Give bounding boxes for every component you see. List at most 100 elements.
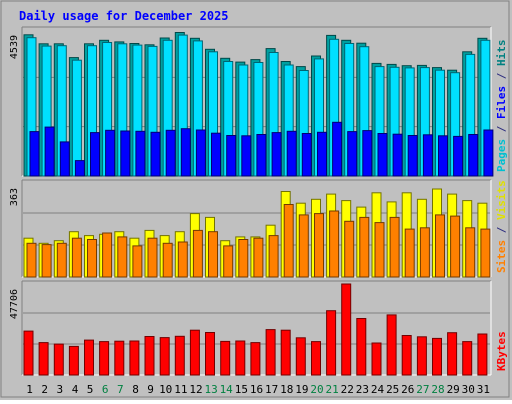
bar-sites-day-23 bbox=[359, 216, 370, 278]
bar-pages-day-10 bbox=[165, 129, 176, 177]
bar-sites-day-3 bbox=[56, 242, 67, 278]
bar-sites-day-30 bbox=[465, 227, 476, 278]
panel-series-label-part: Pages bbox=[495, 139, 508, 172]
x-tick-label-day-26: 26 bbox=[401, 383, 414, 396]
x-tick-label-day-11: 11 bbox=[174, 383, 187, 396]
bar-sites-day-18 bbox=[283, 204, 294, 278]
x-tick-label-day-22: 22 bbox=[341, 383, 354, 396]
bar-kbytes-day-1 bbox=[23, 330, 34, 376]
bar-pages-day-13 bbox=[211, 132, 221, 177]
bar-pages-day-11 bbox=[180, 128, 191, 177]
bar-pages-day-28 bbox=[438, 135, 448, 177]
x-tick-label-day-3: 3 bbox=[56, 383, 63, 396]
bar-kbytes-day-14 bbox=[220, 340, 231, 376]
x-tick-label-day-8: 8 bbox=[132, 383, 139, 396]
bar-sites-day-10 bbox=[162, 242, 173, 278]
bar-sites-day-11 bbox=[177, 241, 188, 278]
bar-kbytes-day-11 bbox=[174, 335, 185, 376]
bar-sites-day-13 bbox=[208, 231, 218, 278]
bar-pages-day-20 bbox=[317, 131, 327, 177]
x-axis: 1 2 3 4 5 6 7 8 9 10 11 12 13 14 15 16 17 18 19 20 21 22 23 24 2… bbox=[26, 383, 490, 396]
bar-pages-day-4 bbox=[74, 160, 85, 177]
panel-series-label: Pages / Files / Hits bbox=[495, 40, 508, 173]
x-tick-label-day-4: 4 bbox=[72, 383, 79, 396]
bar-pages-day-30 bbox=[468, 134, 479, 177]
x-tick-label-day-1: 1 bbox=[26, 383, 33, 396]
bar-sites-day-19 bbox=[298, 214, 309, 278]
bar-sites-day-2 bbox=[41, 244, 52, 278]
bar-sites-day-27 bbox=[419, 227, 430, 278]
x-tick-label-day-15: 15 bbox=[235, 383, 248, 396]
bar-kbytes-day-30 bbox=[462, 341, 473, 376]
bar-pages-day-1 bbox=[29, 131, 40, 177]
bar-sites-day-25 bbox=[389, 216, 400, 278]
panels-layer: 4539 Pages / Files / Hits 363 Sites / Visit… bbox=[9, 26, 508, 376]
bar-kbytes-day-17 bbox=[265, 329, 276, 376]
bar-pages-day-25 bbox=[392, 133, 403, 177]
bar-kbytes-day-9 bbox=[144, 336, 155, 376]
x-tick-label-day-10: 10 bbox=[159, 383, 172, 396]
bar-sites-day-6 bbox=[102, 232, 113, 278]
bar-sites-day-14 bbox=[223, 245, 234, 278]
bar-pages-day-14 bbox=[226, 135, 237, 177]
x-tick-label-day-16: 16 bbox=[250, 383, 263, 396]
panel-kbytes: 47706 KBytes bbox=[9, 280, 508, 376]
bar-sites-day-21 bbox=[329, 210, 340, 278]
x-tick-label-day-30: 30 bbox=[462, 383, 475, 396]
chart-title: Daily usage for December 2025 bbox=[19, 9, 229, 23]
x-tick-label-day-29: 29 bbox=[447, 383, 460, 396]
bar-kbytes-day-25 bbox=[386, 314, 397, 376]
bar-kbytes-day-2 bbox=[38, 342, 49, 376]
panel-series-label-part: / bbox=[495, 66, 508, 86]
panel-hits-files-pages: 4539 Pages / Files / Hits bbox=[9, 26, 508, 177]
panel-series-label-part: Files bbox=[495, 86, 508, 119]
x-tick-label-day-17: 17 bbox=[265, 383, 278, 396]
bar-sites-day-16 bbox=[253, 237, 264, 278]
bar-pages-day-18 bbox=[286, 130, 297, 177]
x-tick-label-day-31: 31 bbox=[477, 383, 490, 396]
x-tick-label-day-13: 13 bbox=[204, 383, 217, 396]
bar-kbytes-day-29 bbox=[447, 332, 458, 376]
panel-max-label: 47706 bbox=[9, 289, 20, 319]
panel-series-label-part: KBytes bbox=[495, 331, 508, 371]
bar-sites-day-29 bbox=[450, 215, 461, 278]
bar-kbytes-day-24 bbox=[371, 342, 382, 376]
bar-pages-day-2 bbox=[44, 126, 55, 177]
bar-kbytes-day-27 bbox=[416, 336, 427, 376]
bar-pages-day-9 bbox=[150, 131, 161, 177]
bar-pages-day-7 bbox=[120, 130, 131, 177]
x-tick-label-day-9: 9 bbox=[147, 383, 154, 396]
bar-pages-day-12 bbox=[195, 129, 206, 177]
bar-sites-day-22 bbox=[344, 220, 355, 278]
bar-pages-day-16 bbox=[256, 134, 267, 177]
bar-pages-day-15 bbox=[241, 135, 252, 177]
bar-sites-day-4 bbox=[71, 237, 82, 278]
panel-series-label-part: / bbox=[495, 220, 508, 240]
bar-sites-day-12 bbox=[192, 229, 203, 278]
bar-pages-day-21 bbox=[332, 121, 343, 177]
series-sites bbox=[26, 204, 491, 278]
panel-series-label-part: Visits bbox=[495, 180, 508, 220]
bar-kbytes-day-5 bbox=[84, 339, 94, 376]
series-files bbox=[26, 34, 491, 177]
bar-kbytes-day-12 bbox=[189, 329, 200, 376]
x-tick-label-day-7: 7 bbox=[117, 383, 124, 396]
bar-sites-day-8 bbox=[132, 245, 143, 278]
bar-kbytes-day-3 bbox=[53, 343, 64, 376]
bar-kbytes-day-26 bbox=[401, 335, 412, 376]
bar-sites-day-5 bbox=[87, 239, 97, 278]
bar-kbytes-day-15 bbox=[235, 340, 246, 376]
x-tick-label-day-23: 23 bbox=[356, 383, 369, 396]
bar-kbytes-day-7 bbox=[114, 340, 125, 376]
bar-sites-day-1 bbox=[26, 242, 37, 278]
panel-series-label-part: / bbox=[495, 119, 508, 139]
bar-kbytes-day-23 bbox=[356, 318, 367, 376]
bar-pages-day-22 bbox=[347, 131, 358, 177]
bar-kbytes-day-13 bbox=[205, 332, 215, 376]
bar-sites-day-7 bbox=[117, 236, 128, 278]
bar-kbytes-day-20 bbox=[311, 341, 321, 376]
bar-pages-day-17 bbox=[271, 132, 282, 177]
x-tick-label-day-21: 21 bbox=[325, 383, 338, 396]
